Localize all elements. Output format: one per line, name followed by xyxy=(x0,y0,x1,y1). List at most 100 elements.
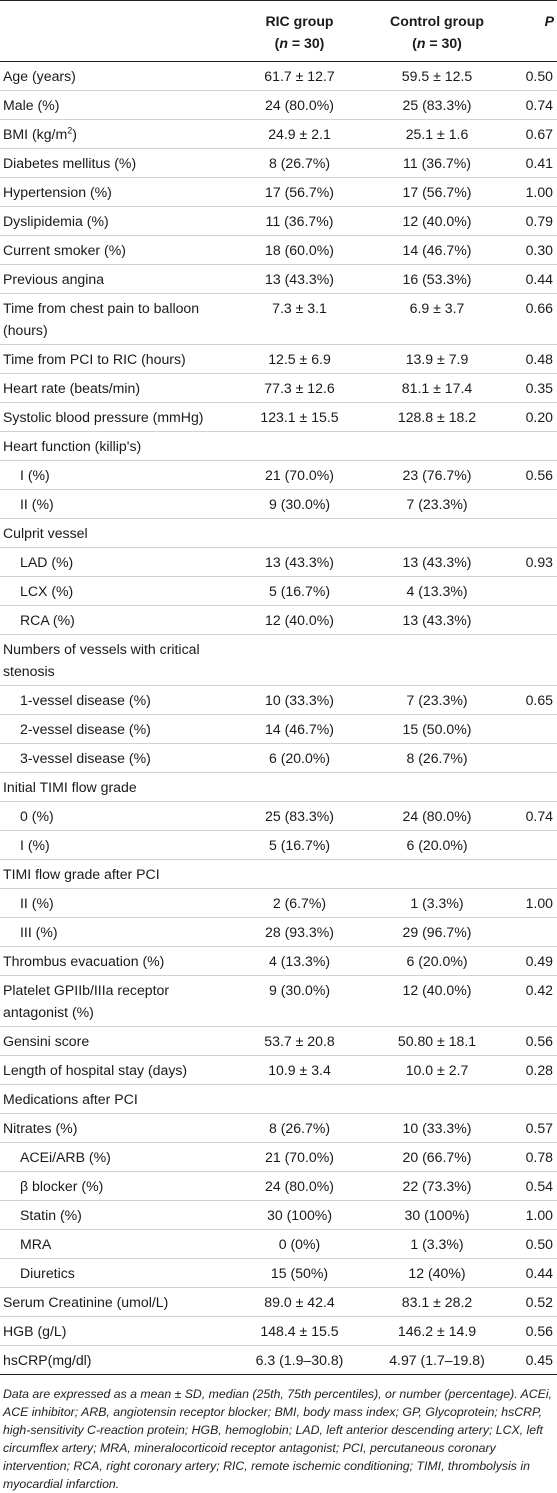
row-control-value: 25.1 ± 1.6 xyxy=(367,119,507,149)
table-row: Medications after PCI xyxy=(0,1084,557,1114)
row-p-value xyxy=(507,576,557,606)
table-row: Platelet GPIIb/IIIa receptor antagonist … xyxy=(0,975,557,1027)
row-ric-value: 11 (36.7%) xyxy=(232,206,367,236)
row-ric-value: 61.7 ± 12.7 xyxy=(232,61,367,91)
table-row: Initial TIMI flow grade xyxy=(0,772,557,802)
table-header: RIC group Control group P (n = 30) (n = … xyxy=(0,0,557,62)
row-control-value: 22 (73.3%) xyxy=(367,1171,507,1201)
row-label: 3-vessel disease (%) xyxy=(0,743,232,773)
row-ric-value: 2 (6.7%) xyxy=(232,888,367,918)
row-p-value: 0.56 xyxy=(507,460,557,490)
row-label: Heart function (killip's) xyxy=(0,431,232,461)
row-control-value: 4 (13.3%) xyxy=(367,576,507,606)
table-row: Length of hospital stay (days) 10.9 ± 3.4… xyxy=(0,1055,557,1085)
row-p-value: 0.42 xyxy=(507,975,557,1027)
row-ric-value: 53.7 ± 20.8 xyxy=(232,1026,367,1056)
row-p-value xyxy=(507,743,557,773)
table-row: Dyslipidemia (%) 11 (36.7%) 12 (40.0%) 0.79 xyxy=(0,206,557,236)
table-row: Numbers of vessels with critical stenosi… xyxy=(0,634,557,686)
row-label: Systolic blood pressure (mmHg) xyxy=(0,402,232,432)
row-control-value: 146.2 ± 14.9 xyxy=(367,1316,507,1346)
header-p-value: P xyxy=(507,0,557,32)
row-label: Serum Creatinine (umol/L) xyxy=(0,1287,232,1317)
row-ric-value: 5 (16.7%) xyxy=(232,830,367,860)
row-p-value xyxy=(507,431,557,461)
row-ric-value xyxy=(232,518,367,548)
row-ric-value: 8 (26.7%) xyxy=(232,148,367,178)
row-p-value xyxy=(507,917,557,947)
row-ric-value: 15 (50%) xyxy=(232,1258,367,1288)
row-control-value: 11 (36.7%) xyxy=(367,148,507,178)
row-p-value: 0.45 xyxy=(507,1345,557,1375)
row-control-value: 29 (96.7%) xyxy=(367,917,507,947)
row-ric-value: 28 (93.3%) xyxy=(232,917,367,947)
row-label: 0 (%) xyxy=(0,801,232,831)
row-ric-value: 123.1 ± 15.5 xyxy=(232,402,367,432)
row-p-value: 0.44 xyxy=(507,1258,557,1288)
row-ric-value: 14 (46.7%) xyxy=(232,714,367,744)
row-p-value xyxy=(507,859,557,889)
row-label: HGB (g/L) xyxy=(0,1316,232,1346)
row-control-value: 50.80 ± 18.1 xyxy=(367,1026,507,1056)
table-body: Age (years) 61.7 ± 12.7 59.5 ± 12.5 0.50 Mal… xyxy=(0,61,557,1375)
row-ric-value: 9 (30.0%) xyxy=(232,975,367,1027)
table-row: II (%) 9 (30.0%) 7 (23.3%) xyxy=(0,489,557,519)
table-row: Gensini score 53.7 ± 20.8 50.80 ± 18.1 0.56 xyxy=(0,1026,557,1056)
header-p-line2 xyxy=(507,32,557,62)
row-control-value: 10 (33.3%) xyxy=(367,1113,507,1143)
row-label: hsCRP(mg/dl) xyxy=(0,1345,232,1375)
row-label: 2-vessel disease (%) xyxy=(0,714,232,744)
row-control-value xyxy=(367,518,507,548)
row-control-value: 13 (43.3%) xyxy=(367,547,507,577)
row-p-value: 0.74 xyxy=(507,801,557,831)
row-label: Thrombus evacuation (%) xyxy=(0,946,232,976)
row-label: Time from PCI to RIC (hours) xyxy=(0,344,232,374)
table-row: Serum Creatinine (umol/L) 89.0 ± 42.4 83.1… xyxy=(0,1287,557,1317)
row-control-value: 13.9 ± 7.9 xyxy=(367,344,507,374)
table-row: 3-vessel disease (%) 6 (20.0%) 8 (26.7%) xyxy=(0,743,557,773)
row-p-value: 0.66 xyxy=(507,293,557,345)
row-ric-value: 6.3 (1.9–30.8) xyxy=(232,1345,367,1375)
row-label: RCA (%) xyxy=(0,605,232,635)
table-row: III (%) 28 (93.3%) 29 (96.7%) xyxy=(0,917,557,947)
row-label: Nitrates (%) xyxy=(0,1113,232,1143)
row-ric-value: 13 (43.3%) xyxy=(232,547,367,577)
table-row: 0 (%) 25 (83.3%) 24 (80.0%) 0.74 xyxy=(0,801,557,831)
row-p-value: 0.50 xyxy=(507,1229,557,1259)
row-p-value: 0.49 xyxy=(507,946,557,976)
table-row: Diuretics 15 (50%) 12 (40%) 0.44 xyxy=(0,1258,557,1288)
row-ric-value xyxy=(232,1084,367,1114)
table-row: ACEi/ARB (%) 21 (70.0%) 20 (66.7%) 0.78 xyxy=(0,1142,557,1172)
row-ric-value: 77.3 ± 12.6 xyxy=(232,373,367,403)
row-ric-value: 10.9 ± 3.4 xyxy=(232,1055,367,1085)
row-label: Numbers of vessels with critical stenosi… xyxy=(0,634,232,686)
row-ric-value: 12.5 ± 6.9 xyxy=(232,344,367,374)
row-label: Hypertension (%) xyxy=(0,177,232,207)
row-control-value xyxy=(367,1084,507,1114)
table-row: Heart rate (beats/min) 77.3 ± 12.6 81.1 ± … xyxy=(0,373,557,403)
row-ric-value: 148.4 ± 15.5 xyxy=(232,1316,367,1346)
row-p-value: 0.67 xyxy=(507,119,557,149)
row-label: LAD (%) xyxy=(0,547,232,577)
table-row: Time from PCI to RIC (hours) 12.5 ± 6.9 13… xyxy=(0,344,557,374)
table-footnote: Data are expressed as a mean ± SD, media… xyxy=(3,1387,552,1491)
row-ric-value: 21 (70.0%) xyxy=(232,1142,367,1172)
row-label: Diuretics xyxy=(0,1258,232,1288)
row-p-value: 0.28 xyxy=(507,1055,557,1085)
row-ric-value: 89.0 ± 42.4 xyxy=(232,1287,367,1317)
row-label: Male (%) xyxy=(0,90,232,120)
table-row: II (%) 2 (6.7%) 1 (3.3%) 1.00 xyxy=(0,888,557,918)
row-label: Heart rate (beats/min) xyxy=(0,373,232,403)
row-control-value xyxy=(367,634,507,686)
row-p-value: 1.00 xyxy=(507,177,557,207)
row-p-value xyxy=(507,634,557,686)
row-label: LCX (%) xyxy=(0,576,232,606)
table-row: Nitrates (%) 8 (26.7%) 10 (33.3%) 0.57 xyxy=(0,1113,557,1143)
row-ric-value: 18 (60.0%) xyxy=(232,235,367,265)
row-control-value: 59.5 ± 12.5 xyxy=(367,61,507,91)
row-p-value: 1.00 xyxy=(507,1200,557,1230)
row-ric-value: 6 (20.0%) xyxy=(232,743,367,773)
row-ric-value xyxy=(232,772,367,802)
row-p-value: 0.30 xyxy=(507,235,557,265)
